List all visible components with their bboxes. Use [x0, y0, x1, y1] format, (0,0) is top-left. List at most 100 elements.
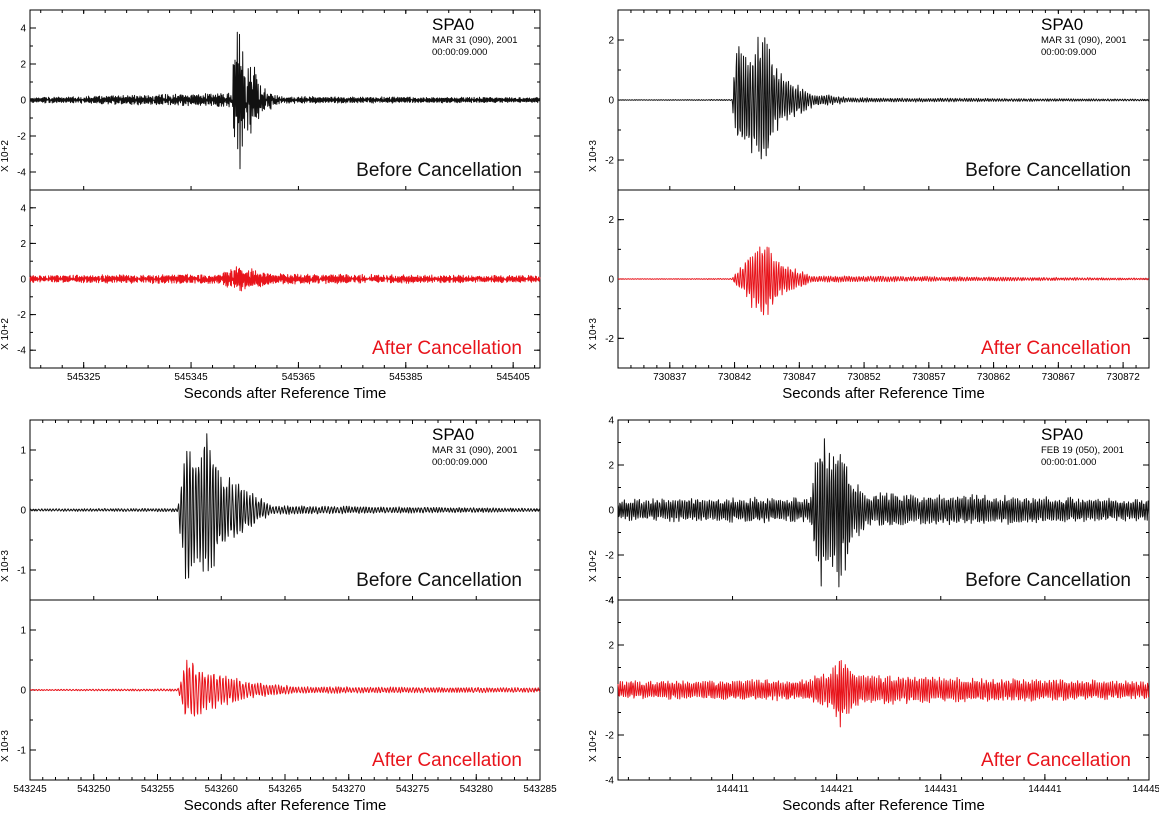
- y-tick-label: 4: [20, 203, 26, 214]
- y-tick-label: -4: [17, 168, 26, 179]
- bottom-label: After Cancellation: [981, 338, 1131, 359]
- y-tick-label: -4: [17, 346, 26, 357]
- x-tick-label: 543275: [396, 784, 430, 795]
- y-tick-label: 4: [20, 24, 26, 35]
- bottom-trace: [29, 266, 541, 292]
- top-label: Before Cancellation: [965, 570, 1131, 591]
- bottom-trace: [30, 659, 541, 717]
- x-tick-label: 730852: [847, 372, 881, 383]
- y-tick-label: -4: [605, 596, 614, 607]
- scale-label: X 10+2: [588, 550, 599, 582]
- x-tick-label: 543245: [13, 784, 47, 795]
- x-tick-label: 543270: [332, 784, 366, 795]
- bottom-label: After Cancellation: [372, 750, 522, 771]
- bottom-subplot: -4 -2 0 2 4 X 10+2 After Cancellation: [0, 189, 541, 369]
- station-name: SPA0: [432, 15, 474, 34]
- bottom-subplot: -4 -2 0 2 4 X 10+2 After Cancellation: [588, 596, 1149, 787]
- y-tick-label: 0: [20, 686, 26, 697]
- y-tick-label: 2: [608, 461, 614, 472]
- top-label: Before Cancellation: [356, 570, 522, 591]
- x-tick-label: 730847: [783, 372, 817, 383]
- bottom-trace: [618, 246, 1150, 316]
- x-tick-label: 543255: [141, 784, 175, 795]
- y-tick-label: 2: [20, 239, 26, 250]
- bottom-subplot: -2 0 2 X 10+3 After Cancellation: [588, 189, 1150, 369]
- bottom-trace: [617, 660, 1149, 728]
- x-tick-label: 545345: [174, 372, 208, 383]
- y-tick-label: 0: [608, 686, 614, 697]
- y-tick-label: 0: [608, 96, 614, 107]
- x-tick-label: 543285: [523, 784, 557, 795]
- top-subplot: -1 0 1 X 10+3 Before Cancellation: [0, 419, 541, 601]
- station-date: MAR 31 (090), 2001: [432, 35, 518, 46]
- y-tick-label: -1: [17, 746, 26, 757]
- x-tick-label: 730867: [1042, 372, 1076, 383]
- y-tick-label: 0: [20, 506, 26, 517]
- station-time: 00:00:09.000: [432, 457, 487, 468]
- x-tick-label: 545405: [496, 372, 530, 383]
- top-subplot: -4 -2 0 2 4 X 10+2 Before Cancellation: [588, 416, 1150, 607]
- scale-label: X 10+2: [588, 730, 599, 762]
- top-label: Before Cancellation: [356, 160, 522, 181]
- y-tick-label: 0: [20, 275, 26, 286]
- bottom-label: After Cancellation: [372, 338, 522, 359]
- x-tick-label: 730862: [977, 372, 1011, 383]
- y-tick-label: -2: [605, 731, 614, 742]
- seismogram-panel: -4 -2 0 2 4 X 10+2 Before Cancellation -4 -2 0 2 4 X…: [0, 9, 541, 402]
- seismogram-panel: -2 0 2 X 10+3 Before Cancellation -2 0 2 X 10+3 A…: [588, 9, 1150, 402]
- top-subplot: -2 0 2 X 10+3 Before Cancellation: [588, 9, 1150, 191]
- station-date: MAR 31 (090), 2001: [1041, 35, 1127, 46]
- y-tick-label: -4: [605, 776, 614, 787]
- y-tick-label: 4: [608, 596, 614, 607]
- station-time: 00:00:09.000: [1041, 47, 1096, 58]
- scale-label: X 10+2: [0, 140, 11, 172]
- y-tick-label: 1: [20, 626, 26, 637]
- x-tick-label: 730837: [653, 372, 687, 383]
- station-time: 00:00:01.000: [1041, 457, 1096, 468]
- x-axis-label: Seconds after Reference Time: [184, 385, 387, 402]
- y-tick-label: 0: [608, 275, 614, 286]
- y-tick-label: -2: [17, 310, 26, 321]
- x-tick-label: 730872: [1106, 372, 1140, 383]
- x-tick-label: 543280: [460, 784, 494, 795]
- seismogram-panel: -4 -2 0 2 4 X 10+2 Before Cancellation -4 -2 0 2 4 X…: [588, 416, 1159, 815]
- top-label: Before Cancellation: [965, 160, 1131, 181]
- x-tick-label: 545325: [67, 372, 101, 383]
- top-trace: [617, 36, 1150, 160]
- y-tick-label: -1: [17, 566, 26, 577]
- x-tick-label: 144421: [820, 784, 854, 795]
- plot-frame: [29, 9, 541, 369]
- station-name: SPA0: [1041, 15, 1083, 34]
- x-axis-label: Seconds after Reference Time: [184, 797, 387, 814]
- x-tick-label: 144451: [1132, 784, 1159, 795]
- x-tick-label: 545385: [389, 372, 423, 383]
- x-axis-label: Seconds after Reference Time: [782, 797, 985, 814]
- y-tick-label: 4: [608, 416, 614, 427]
- station-time: 00:00:09.000: [432, 47, 487, 58]
- station-name: SPA0: [432, 425, 474, 444]
- y-tick-label: 2: [608, 641, 614, 652]
- x-tick-label: 543260: [205, 784, 239, 795]
- scale-label: X 10+3: [588, 140, 599, 172]
- x-tick-label: 545365: [282, 372, 316, 383]
- scale-label: X 10+3: [0, 550, 11, 582]
- bottom-subplot: -1 0 1 X 10+3 After Cancellation: [0, 599, 541, 781]
- y-tick-label: 2: [20, 60, 26, 71]
- x-tick-label: 144431: [924, 784, 958, 795]
- x-tick-label: 730857: [912, 372, 946, 383]
- y-tick-label: 2: [608, 36, 614, 47]
- y-tick-label: 0: [20, 96, 26, 107]
- y-tick-label: -2: [17, 132, 26, 143]
- y-tick-label: -2: [605, 551, 614, 562]
- top-trace: [29, 433, 541, 579]
- y-tick-label: -2: [605, 156, 614, 167]
- top-trace: [29, 31, 541, 170]
- plot-frame: [617, 9, 1150, 369]
- scale-label: X 10+3: [588, 318, 599, 350]
- x-tick-label: 543265: [268, 784, 302, 795]
- x-axis-label: Seconds after Reference Time: [782, 385, 985, 402]
- top-subplot: -4 -2 0 2 4 X 10+2 Before Cancellation: [0, 9, 541, 191]
- station-date: MAR 31 (090), 2001: [432, 445, 518, 456]
- y-tick-label: 2: [608, 215, 614, 226]
